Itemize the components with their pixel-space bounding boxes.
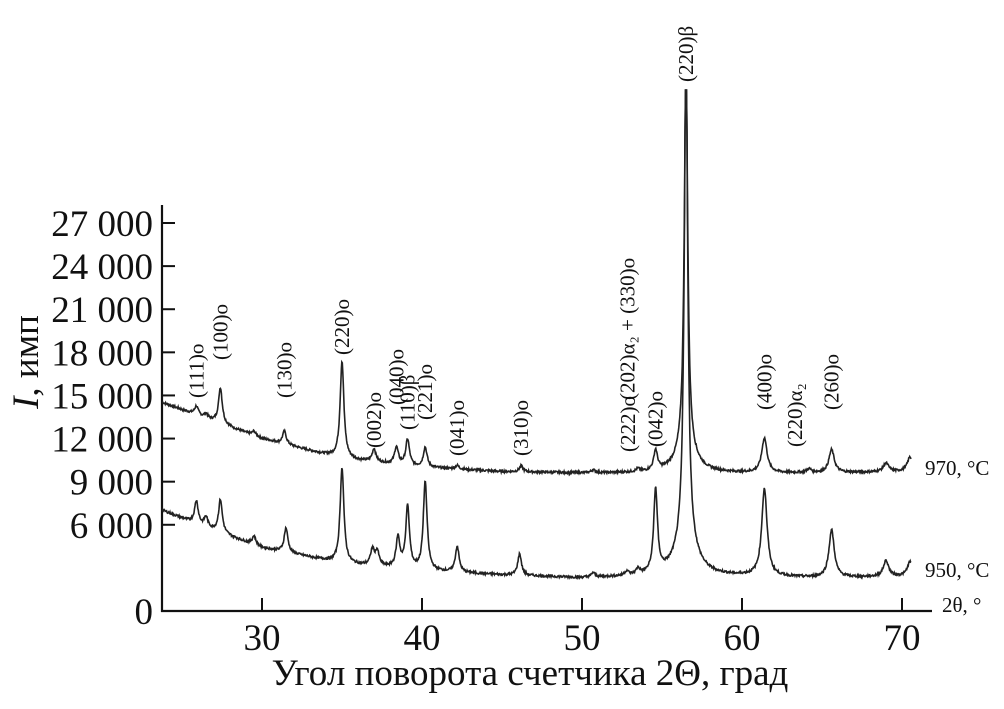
peak-annotation: (040)o (384, 349, 408, 405)
y-axis-title-rest: , имп (6, 315, 47, 397)
y-axis-title: I, имп (6, 315, 47, 410)
x-tick-label: 70 (884, 618, 921, 659)
peak-annotation: (110)β (396, 375, 420, 430)
y-tick-label: 15 000 (51, 376, 153, 417)
peak-annotation: (222)o (616, 396, 640, 452)
series-label-970: 970, °C (925, 456, 989, 480)
peak-annotation: (041)o (445, 400, 469, 456)
y-axis-title-italic: I (6, 395, 47, 410)
peak-annotation: (111)o (184, 344, 208, 398)
peak-annotation: (100)o (208, 304, 232, 360)
peak-annotation: (220)o (330, 299, 354, 355)
peak-annotation: (042)o (644, 391, 668, 447)
y-tick-label: 12 000 (51, 420, 153, 461)
peak-annotation: (260)o (820, 354, 844, 410)
y-tick-label: 24 000 (51, 247, 153, 288)
x-tick-label: 60 (724, 618, 761, 659)
x-axis-title: Угол поворота счетчика 2Θ, град (272, 653, 789, 694)
peak-annotation: (310)o (509, 400, 533, 456)
series-label-950: 950, °C (925, 558, 989, 582)
peak-annotation: (220)β (674, 26, 698, 82)
peak-annotation: (130)o (272, 342, 296, 398)
axes (160, 205, 932, 613)
x-tick-label: 30 (244, 618, 281, 659)
peak-annotation: (220)α₂ (783, 383, 807, 447)
y-tick-label: 9 000 (70, 463, 153, 504)
peak-annotation: (221)o (413, 364, 437, 420)
x-tick-label: 40 (404, 618, 441, 659)
x-axis-end-label: 2θ, ° (942, 593, 981, 617)
y-tick-label: 27 000 (51, 204, 153, 245)
y-tick-label: 18 000 (51, 333, 153, 374)
trace-970 (162, 89, 912, 477)
trace-950 (161, 89, 912, 581)
y-tick-label: 6 000 (70, 506, 153, 547)
y-tick-label: 0 (135, 592, 154, 633)
y-tick-label: 21 000 (51, 290, 153, 331)
peak-annotation: (002)o (362, 392, 386, 448)
peak-annotation: (400)o (752, 354, 776, 410)
peak-annotation: (202)α₂ + (330)o (616, 258, 640, 400)
x-tick-label: 50 (564, 618, 601, 659)
